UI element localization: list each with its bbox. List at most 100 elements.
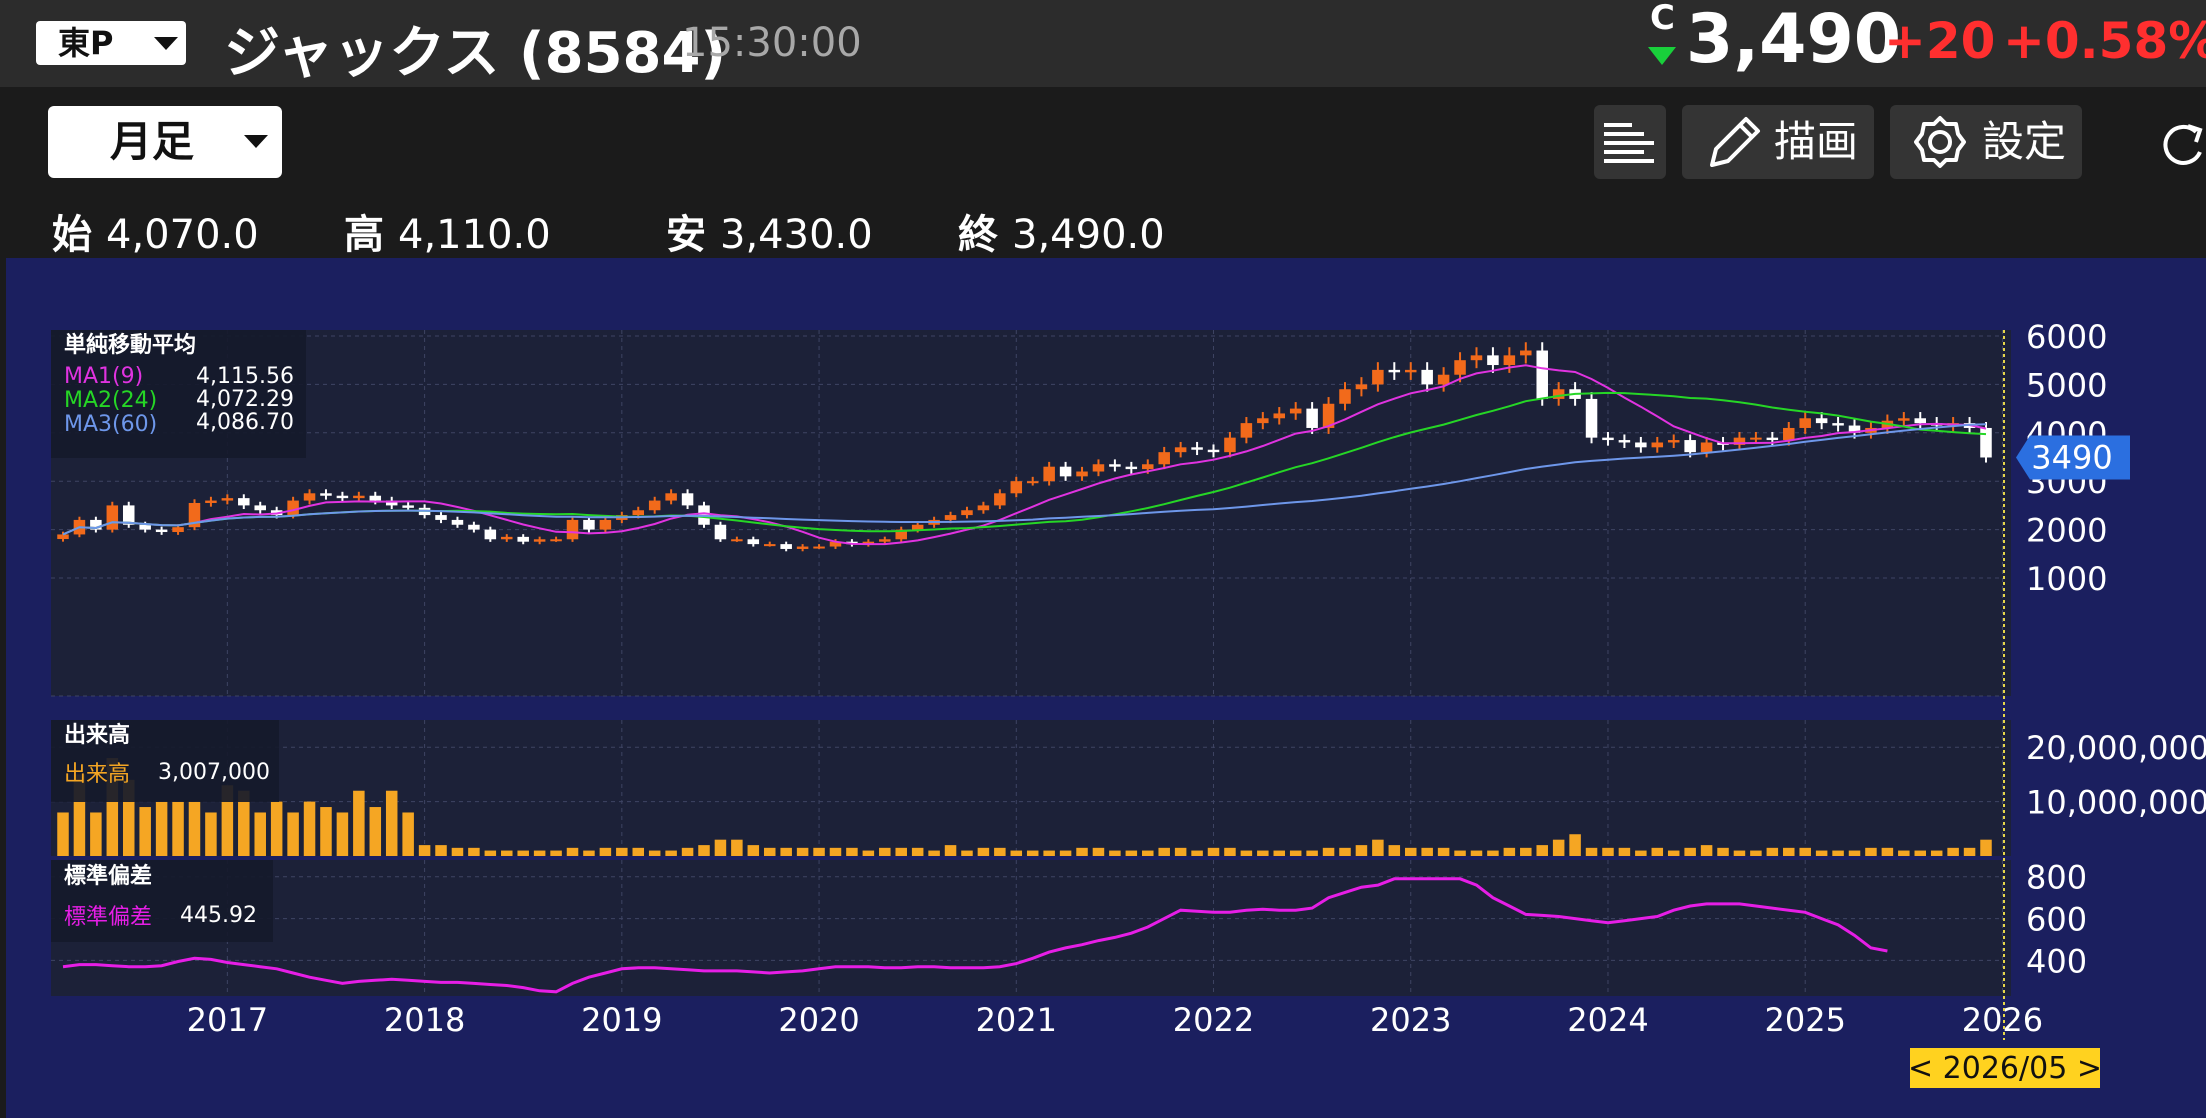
stddev-legend-title: 標準偏差: [64, 863, 152, 889]
candle-body: [1257, 418, 1269, 424]
volume-bar: [1536, 845, 1548, 856]
volume-bar: [1815, 850, 1828, 856]
sma-legend-box: [51, 330, 306, 458]
volume-bar: [1520, 847, 1532, 856]
volume-bar: [1043, 850, 1055, 856]
candle-body: [714, 524, 727, 540]
price-flag: C: [1650, 0, 1675, 38]
volume-bar: [714, 839, 727, 856]
candle-body: [139, 524, 151, 530]
reload-icon[interactable]: [2158, 120, 2206, 170]
ohlc-open-key: 始: [52, 212, 92, 258]
volume-bar: [846, 847, 858, 856]
volume-bar: [648, 850, 661, 856]
candle-body: [205, 500, 217, 503]
candle-body: [648, 500, 661, 511]
candle-body: [385, 500, 398, 506]
volume-bar: [501, 850, 513, 856]
volume-tick-label: 10,000,000: [2026, 784, 2206, 822]
volume-legend-box: [51, 720, 279, 802]
volume-bar: [665, 850, 677, 856]
stddev-series: [62, 877, 1888, 994]
ohlc-high-key: 高: [344, 212, 384, 258]
candle-body: [172, 527, 184, 533]
candle-body: [1832, 423, 1844, 426]
volume-bar: [238, 790, 250, 856]
volume-bar: [468, 847, 480, 856]
candle-body: [1322, 403, 1335, 428]
price-panel: [51, 330, 2011, 696]
current-price-label: 3490: [2031, 438, 2112, 476]
candle-body: [1092, 464, 1105, 472]
volume-bar: [73, 774, 86, 856]
candle-body: [1585, 398, 1598, 438]
volume-bar: [1552, 839, 1565, 856]
candle-body: [599, 519, 612, 530]
candle-body: [944, 515, 957, 520]
volume-bars: [57, 758, 1992, 856]
volume-bar: [1076, 847, 1088, 856]
candle-body: [1783, 427, 1795, 441]
volume-bar: [1667, 850, 1680, 856]
volume-bar: [944, 845, 957, 856]
volume-bar: [599, 847, 612, 856]
price-tick-label: 1000: [2026, 560, 2107, 598]
volume-bar: [1125, 850, 1138, 856]
volume-bar: [1306, 850, 1318, 856]
list-button[interactable]: [1594, 105, 1666, 179]
stock-chart[interactable]: 60005000400030002000100020,000,00010,000…: [6, 258, 2206, 1118]
volume-bar: [484, 850, 497, 856]
candle-body: [566, 519, 579, 540]
period-select[interactable]: 月足: [48, 106, 282, 178]
chevron-down-icon: [244, 135, 268, 148]
candle-body: [1536, 350, 1548, 399]
candle-body: [320, 493, 332, 496]
chart-area[interactable]: 6000 5000 4000 3000 2000 1000 20,000,000 10,000…: [6, 258, 2206, 1118]
volume-bar: [254, 812, 266, 856]
candle-body: [1421, 369, 1433, 385]
ohlc-close-key: 終: [958, 212, 998, 258]
price-tick-label: 2000: [2026, 512, 2107, 550]
volume-bar: [90, 812, 102, 856]
x-tick-label: 2017: [187, 1001, 268, 1039]
volume-bar: [1224, 847, 1236, 856]
candle-body: [1454, 360, 1466, 375]
candle-body: [402, 505, 414, 508]
candle-body: [829, 541, 842, 547]
candle-body: [90, 519, 102, 530]
volume-bar: [1947, 847, 1959, 856]
candle-body: [1224, 437, 1236, 453]
quote-time: 15:30:00: [682, 20, 862, 66]
candle-body: [1306, 408, 1318, 428]
ohlc-close: 終 3,490.0: [958, 202, 1165, 260]
candle-body: [1503, 355, 1516, 366]
x-tick-label: 2023: [1370, 1001, 1451, 1039]
volume-bar: [994, 847, 1006, 856]
volume-tick-label: 20,000,000: [2026, 729, 2206, 767]
candle-body: [681, 493, 694, 506]
candle-body: [1125, 466, 1138, 470]
volume-bar: [550, 850, 562, 856]
volume-bar: [1881, 847, 1894, 856]
volume-bar: [1273, 850, 1286, 856]
volume-bar: [1174, 847, 1187, 856]
settings-button[interactable]: 設定: [1890, 105, 2082, 179]
candle-body: [632, 510, 645, 516]
market-select[interactable]: 東P: [36, 21, 186, 65]
draw-button[interactable]: 描画: [1682, 105, 1874, 179]
volume-bar: [1898, 850, 1910, 856]
volume-bar: [1322, 847, 1335, 856]
volume-bar: [1733, 850, 1746, 856]
candle-body: [501, 536, 513, 540]
cursor-date-box[interactable]: [1910, 1048, 2100, 1088]
candle-body: [1174, 447, 1187, 453]
candle-body: [336, 495, 349, 499]
candle-body: [1799, 418, 1811, 428]
volume-bar: [517, 850, 529, 856]
volume-bar: [155, 801, 168, 856]
stddev-legend-box: [51, 860, 273, 942]
candle-body: [994, 493, 1006, 506]
volume-bar: [1240, 850, 1253, 856]
candle-body: [1010, 481, 1023, 494]
volume-bar: [1848, 850, 1861, 856]
